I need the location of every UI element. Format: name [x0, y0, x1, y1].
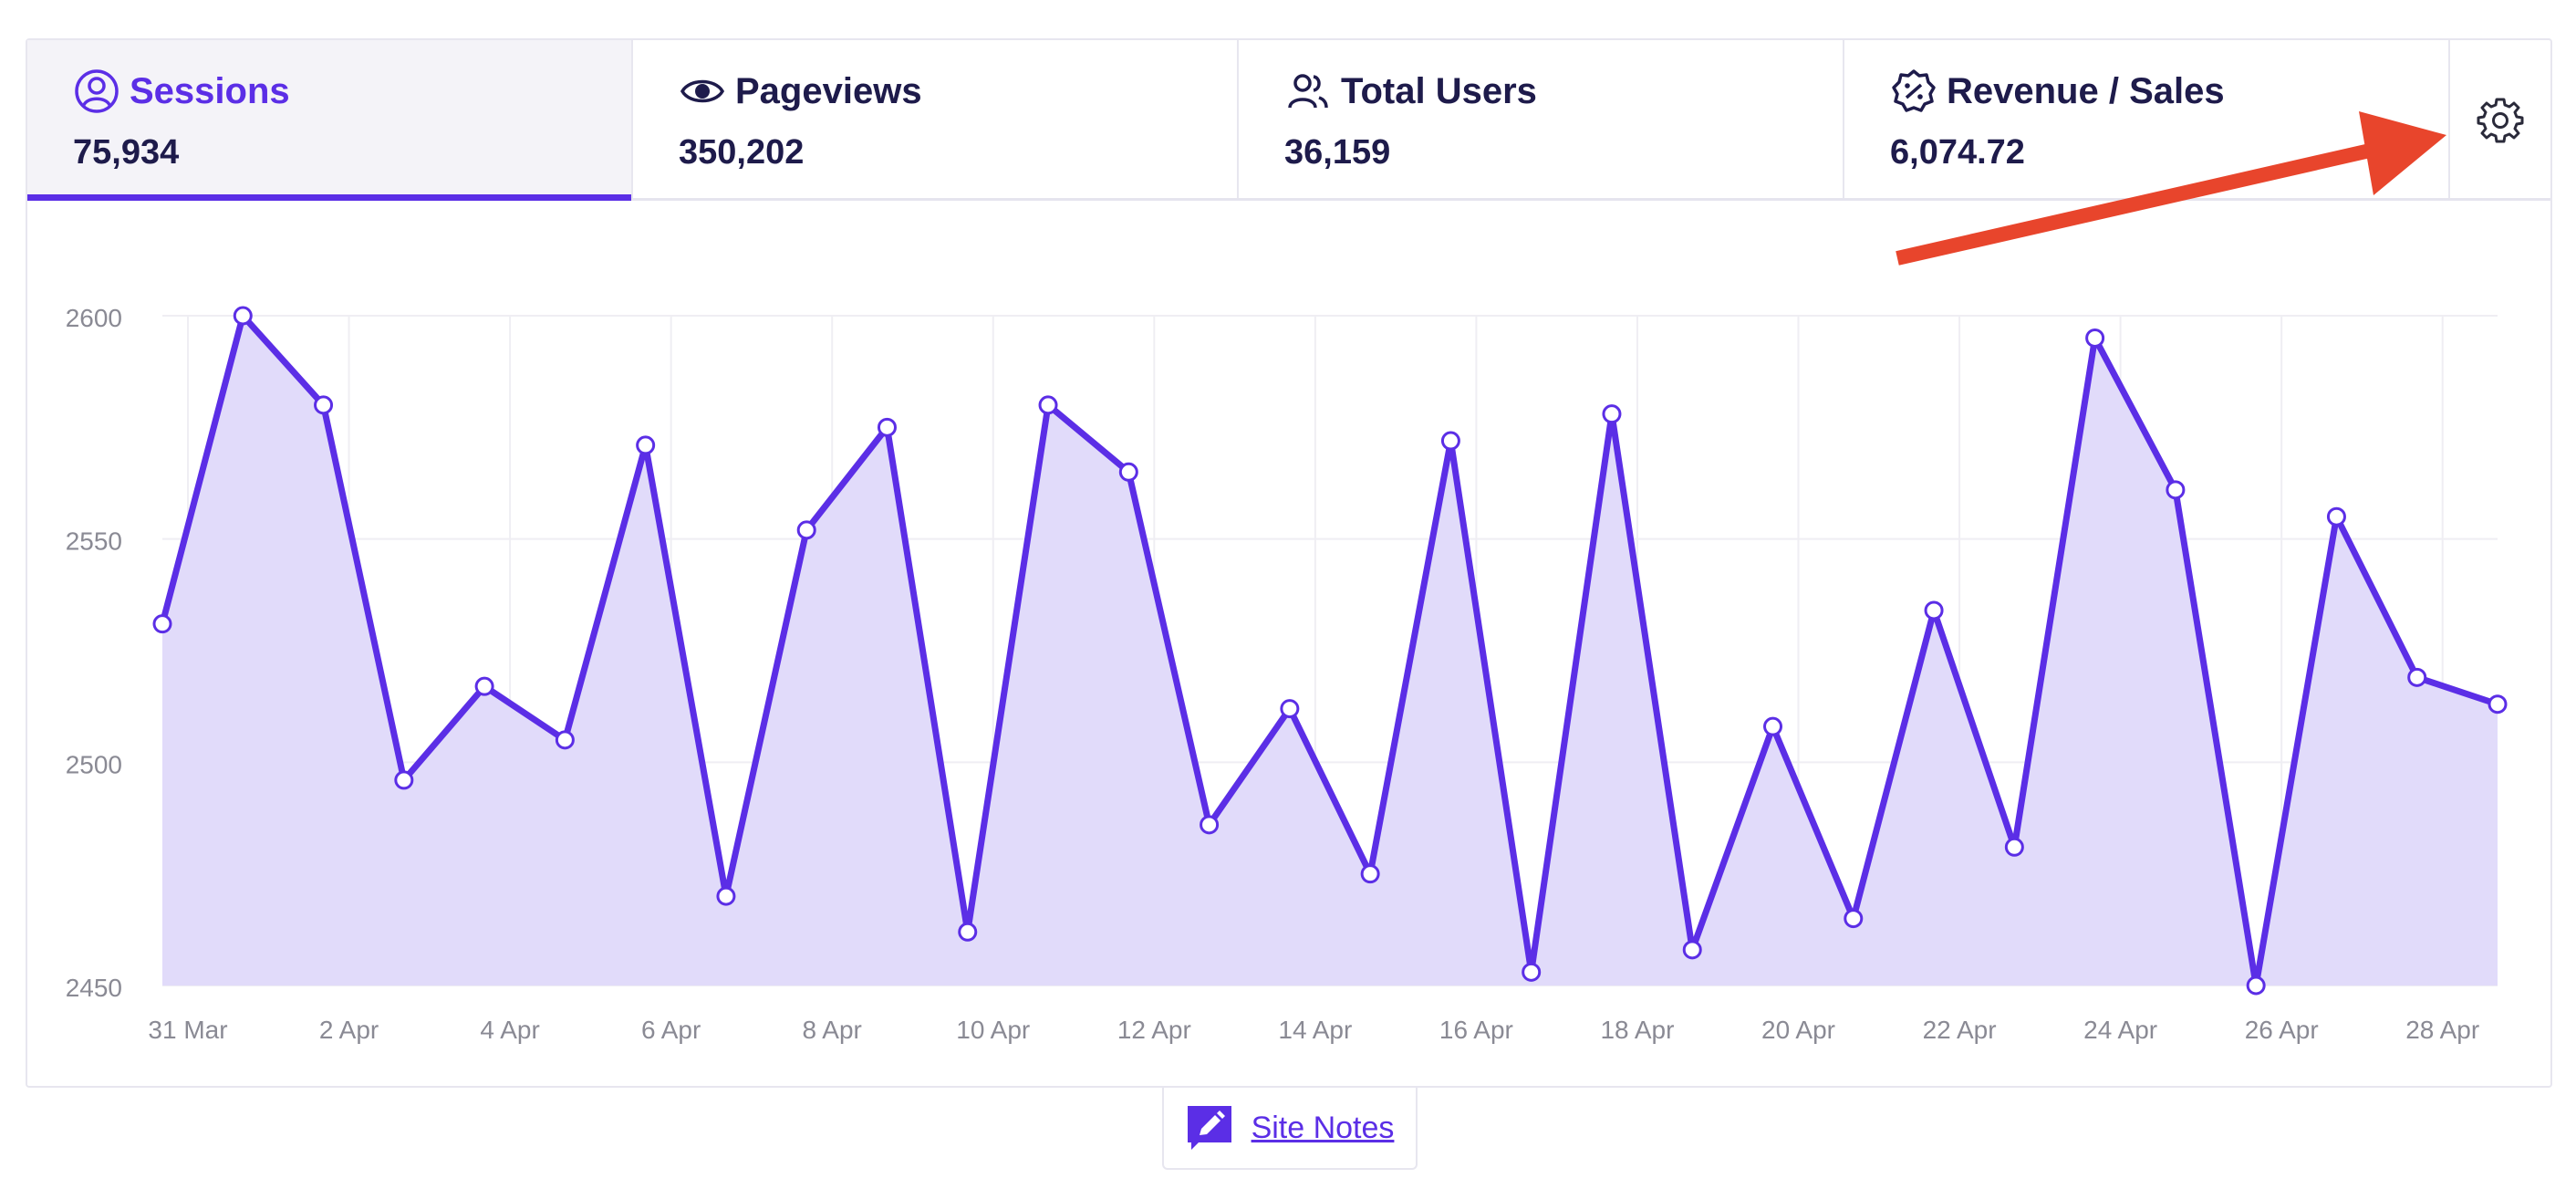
y-tick-label: 2500	[66, 750, 122, 778]
x-tick-label: 28 Apr	[2405, 1016, 2479, 1044]
x-tick-label: 2 Apr	[319, 1016, 379, 1044]
tab-total-users[interactable]: Total Users 36,159	[1239, 40, 1844, 198]
data-point	[152, 614, 172, 634]
y-tick-label: 2450	[66, 974, 122, 1002]
series-area	[162, 316, 2498, 986]
data-point	[2326, 506, 2346, 527]
data-point	[1118, 462, 1138, 482]
metric-tabs: Sessions 75,934 Pageviews 350,202	[27, 40, 2550, 201]
users-icon	[1288, 74, 1328, 109]
x-tick-label: 20 Apr	[1761, 1016, 1835, 1044]
tab-value: 350,202	[679, 133, 805, 172]
x-tick-label: 10 Apr	[956, 1016, 1030, 1044]
x-tick-label: 31 Mar	[148, 1016, 227, 1044]
data-point	[2004, 837, 2024, 857]
data-point	[2085, 328, 2105, 348]
x-tick-label: 16 Apr	[1439, 1016, 1513, 1044]
tab-label: Pageviews	[735, 70, 922, 111]
data-point	[314, 395, 334, 415]
x-tick-label: 18 Apr	[1600, 1016, 1674, 1044]
data-point	[1200, 815, 1220, 835]
y-tick-label: 2550	[66, 527, 122, 556]
data-point	[1440, 431, 1460, 451]
data-point	[1682, 940, 1702, 960]
data-point	[958, 922, 978, 942]
x-tick-label: 22 Apr	[1923, 1016, 1997, 1044]
tab-label: Total Users	[1341, 70, 1537, 111]
eye-icon	[680, 79, 725, 103]
tab-label: Sessions	[130, 70, 290, 111]
analytics-panel: Sessions 75,934 Pageviews 350,202	[26, 38, 2552, 1088]
data-point	[796, 520, 816, 540]
tab-pageviews[interactable]: Pageviews 350,202	[633, 40, 1239, 198]
tab-value: 36,159	[1284, 133, 1391, 172]
data-point	[1763, 716, 1783, 736]
x-tick-label: 14 Apr	[1278, 1016, 1352, 1044]
sessions-area-chart: 2600 2550 2500 2450 31 Mar 2 Apr 4 Apr 6 Apr 8 A…	[66, 304, 2508, 1044]
data-point	[233, 306, 253, 326]
data-point	[2488, 694, 2508, 714]
x-tick-label: 8 Apr	[803, 1016, 862, 1044]
tab-sessions[interactable]: Sessions 75,934	[27, 40, 633, 201]
gear-icon	[2477, 98, 2524, 142]
data-point	[1360, 864, 1380, 884]
data-point	[474, 676, 494, 696]
settings-button[interactable]	[2450, 40, 2550, 198]
x-tick-label: 12 Apr	[1117, 1016, 1191, 1044]
data-point	[1924, 600, 1944, 621]
data-point	[1280, 699, 1300, 719]
x-tick-label: 4 Apr	[480, 1016, 539, 1044]
pencil-note-icon	[1187, 1106, 1231, 1150]
data-point	[636, 435, 656, 455]
user-circle-icon	[75, 69, 119, 113]
data-point	[2166, 480, 2186, 500]
data-point	[1844, 909, 1864, 929]
site-notes-bar: Site Notes	[1162, 1088, 1418, 1170]
data-point	[877, 417, 897, 437]
data-point	[555, 730, 575, 750]
series-line	[159, 312, 2501, 989]
data-point	[1038, 395, 1058, 415]
tab-value: 75,934	[73, 133, 180, 172]
data-point	[2246, 975, 2266, 996]
data-point	[1602, 404, 1622, 424]
x-tick-label: 26 Apr	[2245, 1016, 2319, 1044]
x-tick-label: 24 Apr	[2083, 1016, 2157, 1044]
data-point	[2407, 667, 2427, 687]
site-notes-link[interactable]: Site Notes	[1251, 1110, 1395, 1145]
percent-badge-icon	[1892, 69, 1936, 112]
data-point	[394, 770, 414, 790]
tab-label: Revenue / Sales	[1947, 70, 2225, 111]
x-tick-label: 6 Apr	[641, 1016, 701, 1044]
data-point	[716, 886, 736, 906]
data-point	[1522, 962, 1542, 982]
y-tick-label: 2600	[66, 304, 122, 332]
